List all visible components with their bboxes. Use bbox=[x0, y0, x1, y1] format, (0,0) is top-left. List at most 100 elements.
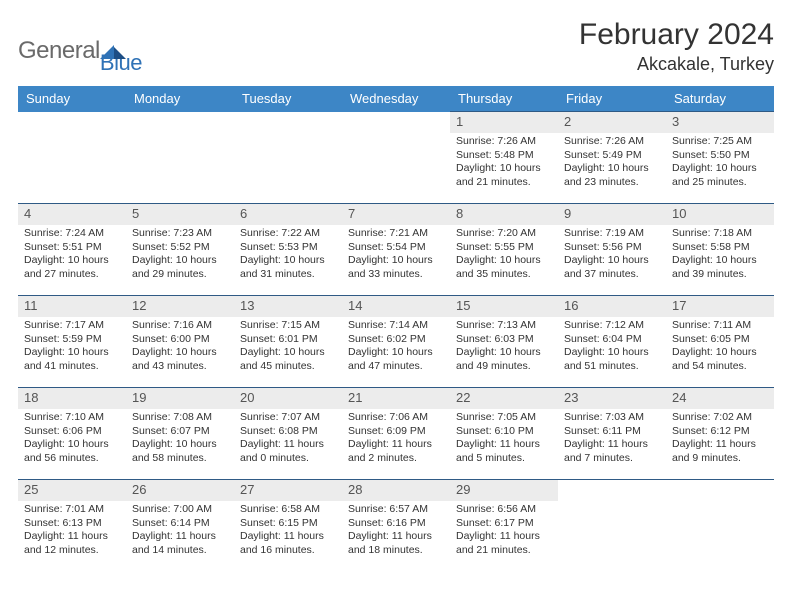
calendar-day-cell: 3Sunrise: 7:25 AMSunset: 5:50 PMDaylight… bbox=[666, 112, 774, 204]
brand-triangle-icon bbox=[100, 41, 128, 61]
calendar-day-cell: . bbox=[234, 112, 342, 204]
daylight-text: Daylight: 11 hours bbox=[240, 438, 336, 452]
day-details: Sunrise: 7:16 AMSunset: 6:00 PMDaylight:… bbox=[132, 319, 228, 374]
calendar-page: General Blue February 2024 Akcakale, Tur… bbox=[0, 0, 792, 612]
day-number: 17 bbox=[666, 296, 774, 317]
daylight-text: Daylight: 11 hours bbox=[672, 438, 768, 452]
sunset-text: Sunset: 6:12 PM bbox=[672, 425, 768, 439]
calendar-day-cell: 26Sunrise: 7:00 AMSunset: 6:14 PMDayligh… bbox=[126, 480, 234, 572]
calendar-day-cell: 28Sunrise: 6:57 AMSunset: 6:16 PMDayligh… bbox=[342, 480, 450, 572]
sunset-text: Sunset: 5:54 PM bbox=[348, 241, 444, 255]
day-details: Sunrise: 6:57 AMSunset: 6:16 PMDaylight:… bbox=[348, 503, 444, 558]
sunrise-text: Sunrise: 7:16 AM bbox=[132, 319, 228, 333]
calendar-day-cell: 21Sunrise: 7:06 AMSunset: 6:09 PMDayligh… bbox=[342, 388, 450, 480]
sunset-text: Sunset: 5:50 PM bbox=[672, 149, 768, 163]
daylight-text: and 56 minutes. bbox=[24, 452, 120, 466]
month-title: February 2024 bbox=[579, 18, 774, 52]
calendar-week-row: 4Sunrise: 7:24 AMSunset: 5:51 PMDaylight… bbox=[18, 204, 774, 296]
day-number: 18 bbox=[18, 388, 126, 409]
daylight-text: and 14 minutes. bbox=[132, 544, 228, 558]
calendar-week-row: 25Sunrise: 7:01 AMSunset: 6:13 PMDayligh… bbox=[18, 480, 774, 572]
sunrise-text: Sunrise: 7:05 AM bbox=[456, 411, 552, 425]
sunset-text: Sunset: 5:58 PM bbox=[672, 241, 768, 255]
day-number: 23 bbox=[558, 388, 666, 409]
day-details: Sunrise: 7:13 AMSunset: 6:03 PMDaylight:… bbox=[456, 319, 552, 374]
day-details: Sunrise: 7:03 AMSunset: 6:11 PMDaylight:… bbox=[564, 411, 660, 466]
daylight-text: Daylight: 10 hours bbox=[24, 438, 120, 452]
daylight-text: Daylight: 11 hours bbox=[132, 530, 228, 544]
calendar-day-cell: 24Sunrise: 7:02 AMSunset: 6:12 PMDayligh… bbox=[666, 388, 774, 480]
weekday-header: Thursday bbox=[450, 86, 558, 112]
day-number: 29 bbox=[450, 480, 558, 501]
calendar-day-cell: . bbox=[126, 112, 234, 204]
title-block: February 2024 Akcakale, Turkey bbox=[579, 18, 774, 75]
daylight-text: and 47 minutes. bbox=[348, 360, 444, 374]
sunset-text: Sunset: 6:09 PM bbox=[348, 425, 444, 439]
daylight-text: and 45 minutes. bbox=[240, 360, 336, 374]
daylight-text: and 58 minutes. bbox=[132, 452, 228, 466]
daylight-text: Daylight: 10 hours bbox=[24, 254, 120, 268]
calendar-day-cell: 9Sunrise: 7:19 AMSunset: 5:56 PMDaylight… bbox=[558, 204, 666, 296]
sunrise-text: Sunrise: 7:22 AM bbox=[240, 227, 336, 241]
daylight-text: and 31 minutes. bbox=[240, 268, 336, 282]
daylight-text: and 51 minutes. bbox=[564, 360, 660, 374]
sunset-text: Sunset: 5:53 PM bbox=[240, 241, 336, 255]
sunset-text: Sunset: 6:15 PM bbox=[240, 517, 336, 531]
day-details: Sunrise: 7:26 AMSunset: 5:49 PMDaylight:… bbox=[564, 135, 660, 190]
calendar-day-cell: 2Sunrise: 7:26 AMSunset: 5:49 PMDaylight… bbox=[558, 112, 666, 204]
day-details: Sunrise: 7:26 AMSunset: 5:48 PMDaylight:… bbox=[456, 135, 552, 190]
sunset-text: Sunset: 6:14 PM bbox=[132, 517, 228, 531]
location-subtitle: Akcakale, Turkey bbox=[579, 54, 774, 75]
day-details: Sunrise: 7:23 AMSunset: 5:52 PMDaylight:… bbox=[132, 227, 228, 282]
sunrise-text: Sunrise: 7:26 AM bbox=[564, 135, 660, 149]
daylight-text: Daylight: 11 hours bbox=[240, 530, 336, 544]
sunrise-text: Sunrise: 7:20 AM bbox=[456, 227, 552, 241]
daylight-text: and 49 minutes. bbox=[456, 360, 552, 374]
daylight-text: Daylight: 10 hours bbox=[456, 254, 552, 268]
day-details: Sunrise: 7:08 AMSunset: 6:07 PMDaylight:… bbox=[132, 411, 228, 466]
day-number: 5 bbox=[126, 204, 234, 225]
daylight-text: and 21 minutes. bbox=[456, 176, 552, 190]
day-number: 4 bbox=[18, 204, 126, 225]
sunrise-text: Sunrise: 7:26 AM bbox=[456, 135, 552, 149]
sunrise-text: Sunrise: 7:01 AM bbox=[24, 503, 120, 517]
sunset-text: Sunset: 6:16 PM bbox=[348, 517, 444, 531]
sunrise-text: Sunrise: 7:10 AM bbox=[24, 411, 120, 425]
day-number: 14 bbox=[342, 296, 450, 317]
day-number: 26 bbox=[126, 480, 234, 501]
day-details: Sunrise: 7:01 AMSunset: 6:13 PMDaylight:… bbox=[24, 503, 120, 558]
day-number: 10 bbox=[666, 204, 774, 225]
sunrise-text: Sunrise: 6:56 AM bbox=[456, 503, 552, 517]
daylight-text: Daylight: 10 hours bbox=[348, 254, 444, 268]
day-number: 11 bbox=[18, 296, 126, 317]
day-number: 8 bbox=[450, 204, 558, 225]
weekday-header: Tuesday bbox=[234, 86, 342, 112]
daylight-text: Daylight: 11 hours bbox=[348, 530, 444, 544]
day-details: Sunrise: 7:18 AMSunset: 5:58 PMDaylight:… bbox=[672, 227, 768, 282]
sunrise-text: Sunrise: 7:18 AM bbox=[672, 227, 768, 241]
calendar-day-cell: 27Sunrise: 6:58 AMSunset: 6:15 PMDayligh… bbox=[234, 480, 342, 572]
daylight-text: Daylight: 10 hours bbox=[240, 254, 336, 268]
day-number: 15 bbox=[450, 296, 558, 317]
daylight-text: and 18 minutes. bbox=[348, 544, 444, 558]
day-number: 28 bbox=[342, 480, 450, 501]
daylight-text: and 39 minutes. bbox=[672, 268, 768, 282]
daylight-text: Daylight: 10 hours bbox=[672, 346, 768, 360]
sunset-text: Sunset: 5:52 PM bbox=[132, 241, 228, 255]
daylight-text: and 23 minutes. bbox=[564, 176, 660, 190]
sunrise-text: Sunrise: 7:07 AM bbox=[240, 411, 336, 425]
day-details: Sunrise: 7:14 AMSunset: 6:02 PMDaylight:… bbox=[348, 319, 444, 374]
sunset-text: Sunset: 6:08 PM bbox=[240, 425, 336, 439]
day-number: 22 bbox=[450, 388, 558, 409]
calendar-day-cell: 13Sunrise: 7:15 AMSunset: 6:01 PMDayligh… bbox=[234, 296, 342, 388]
sunrise-text: Sunrise: 7:17 AM bbox=[24, 319, 120, 333]
daylight-text: and 5 minutes. bbox=[456, 452, 552, 466]
sunrise-text: Sunrise: 7:14 AM bbox=[348, 319, 444, 333]
sunset-text: Sunset: 5:59 PM bbox=[24, 333, 120, 347]
daylight-text: and 2 minutes. bbox=[348, 452, 444, 466]
calendar-day-cell: . bbox=[666, 480, 774, 572]
day-number: 2 bbox=[558, 112, 666, 133]
sunset-text: Sunset: 6:11 PM bbox=[564, 425, 660, 439]
calendar-day-cell: 16Sunrise: 7:12 AMSunset: 6:04 PMDayligh… bbox=[558, 296, 666, 388]
calendar-day-cell: . bbox=[558, 480, 666, 572]
